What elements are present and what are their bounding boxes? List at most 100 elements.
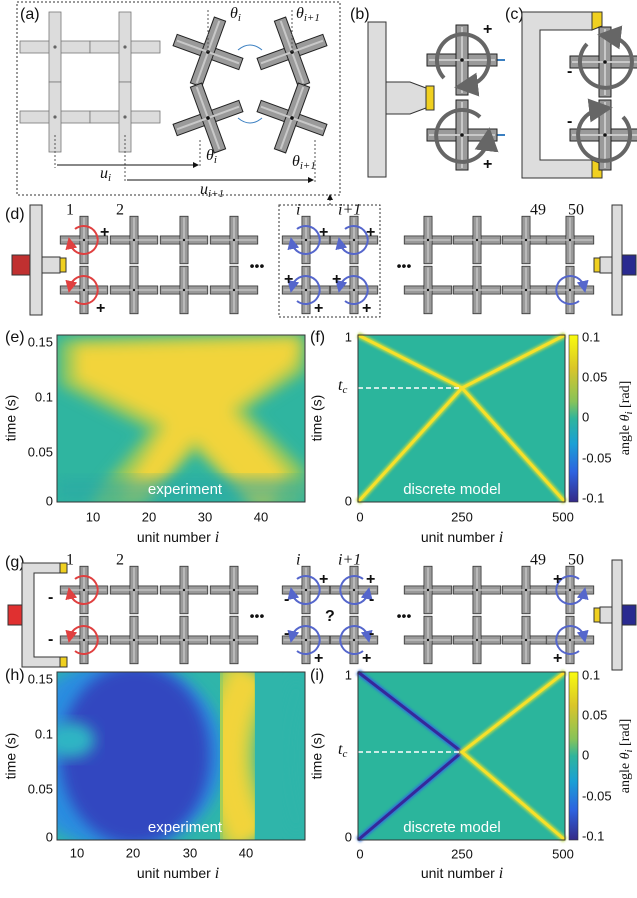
x-axis-label: unit number i [421,529,503,546]
unit-label: 1 [66,552,74,569]
colorbar-label: angle θi [rad] [618,719,636,793]
y-tick-label: 1 [345,667,352,682]
rotation-sign: + [314,300,323,317]
colorbar [568,671,579,841]
x-tick-label: 20 [142,509,156,524]
x-tick-label: 0 [356,846,363,861]
x-tick-label: 500 [552,509,574,524]
panel-b: (b) + + [350,6,505,178]
rotation-sign: + [100,224,109,241]
y-tick-label: 1 [345,329,352,344]
dimension-lines [54,8,316,183]
colorbar-label: angle θi [rad] [618,381,636,455]
tc-label: tc [338,377,347,396]
ellipsis: ••• [397,258,412,274]
x-tick-label: 0 [356,509,363,524]
y-tick-label: 0.15 [28,671,53,686]
rotation-sign: + [319,571,328,588]
unit-label: i+1 [338,552,361,569]
panel-e: (e) experiment 0 0.05 0.1 0.15 10 20 30 … [3,329,306,546]
panel-label: (g) [5,554,25,571]
rotation-sign: + [96,300,105,317]
caption: discrete model [403,819,501,836]
colorbar-tick-label: 0.05 [582,707,607,722]
drive-block [621,604,637,626]
x-tick-label: 30 [183,845,197,860]
rotation-sign: + [553,650,562,667]
unit-label: 2 [116,202,124,219]
x-tick-label: 20 [126,845,140,860]
displacement-symbol: ui [100,165,111,184]
rotation-sign: - [48,631,53,648]
y-tick-label: 0 [46,829,53,844]
angle-symbol: θi+1 [296,5,320,24]
ellipsis: ••• [250,608,265,624]
y-axis-label: time (s) [3,733,19,780]
unit-label: 50 [568,552,584,569]
rotation-sign: - [567,113,572,130]
wall [611,204,623,316]
angle-symbol: θi+1 [292,153,316,172]
heatmap [57,672,305,840]
angle-symbol: θi [206,147,217,166]
y-axis-label: time (s) [3,395,19,442]
colorbar-tick-label: 0.05 [582,369,607,384]
colorbar-tick-label: -0.1 [582,828,604,843]
heatmap [358,335,565,502]
drive-block [7,604,23,626]
colorbar-tick-label: 0 [582,747,589,762]
panel-label: (i) [310,667,324,684]
panel-c: (c) - - [505,6,637,179]
panel-label: (f) [310,329,325,346]
actuator [385,81,427,115]
colorbar-tick-label: -0.1 [582,490,604,505]
wall [611,559,623,671]
y-tick-label: 0.15 [28,334,53,349]
caption: experiment [148,819,223,836]
y-tick-label: 0 [46,493,53,508]
wall [367,21,387,178]
ellipsis: ••• [250,258,265,274]
unit-label: i [296,202,300,219]
heatmap [57,335,305,502]
rotation-sign: - [284,625,289,642]
panel-d: (d) 1 2 i i+1 49 50 ••• ••• + + + + + + … [5,194,637,318]
unit-label: i [296,552,300,569]
x-tick-label: 30 [198,509,212,524]
panel-a: (a) θi θi+1 θi θi+1 ui ui+1 [16,1,341,200]
rotation-sign: ? [325,608,335,625]
y-tick-label: 0 [345,829,352,844]
panel-label: (e) [5,329,25,346]
rotation-sign: - [369,625,374,642]
tc-label: tc [338,741,347,760]
y-tick-label: 0.05 [28,781,53,796]
rotation-sign: + [362,300,371,317]
x-tick-label: 250 [451,509,473,524]
rotation-sign: + [314,650,323,667]
panel-label: (b) [350,6,370,23]
rotation-sign: - [567,63,572,80]
y-tick-label: 0.1 [35,726,53,741]
rotation-sign: + [332,271,341,288]
x-tick-label: 40 [239,845,253,860]
panel-g: (g) 1 2 i i+1 49 50 ••• ••• - - + + - - … [5,552,637,671]
panel-i: (i) discrete model 0 1 tc 0 250 500 time… [309,667,636,881]
x-tick-label: 10 [70,845,84,860]
panel-label: (a) [20,6,40,23]
rotation-sign: + [366,224,375,241]
x-axis-label: unit number i [137,865,219,882]
rotation-sign: - [369,591,374,608]
rotation-sign: + [483,21,492,38]
colorbar-tick-label: 0.1 [582,667,600,682]
rotation-sign: + [319,224,328,241]
actuator [41,256,61,274]
wave-fronts [355,332,568,505]
panel-label: (d) [5,206,25,223]
unit-label: i+1 [338,202,361,219]
y-tick-label: 0.05 [28,444,53,459]
actuator [599,256,613,274]
y-axis-label: time (s) [309,733,325,780]
drive-block [11,254,31,276]
x-tick-label: 500 [552,846,574,861]
